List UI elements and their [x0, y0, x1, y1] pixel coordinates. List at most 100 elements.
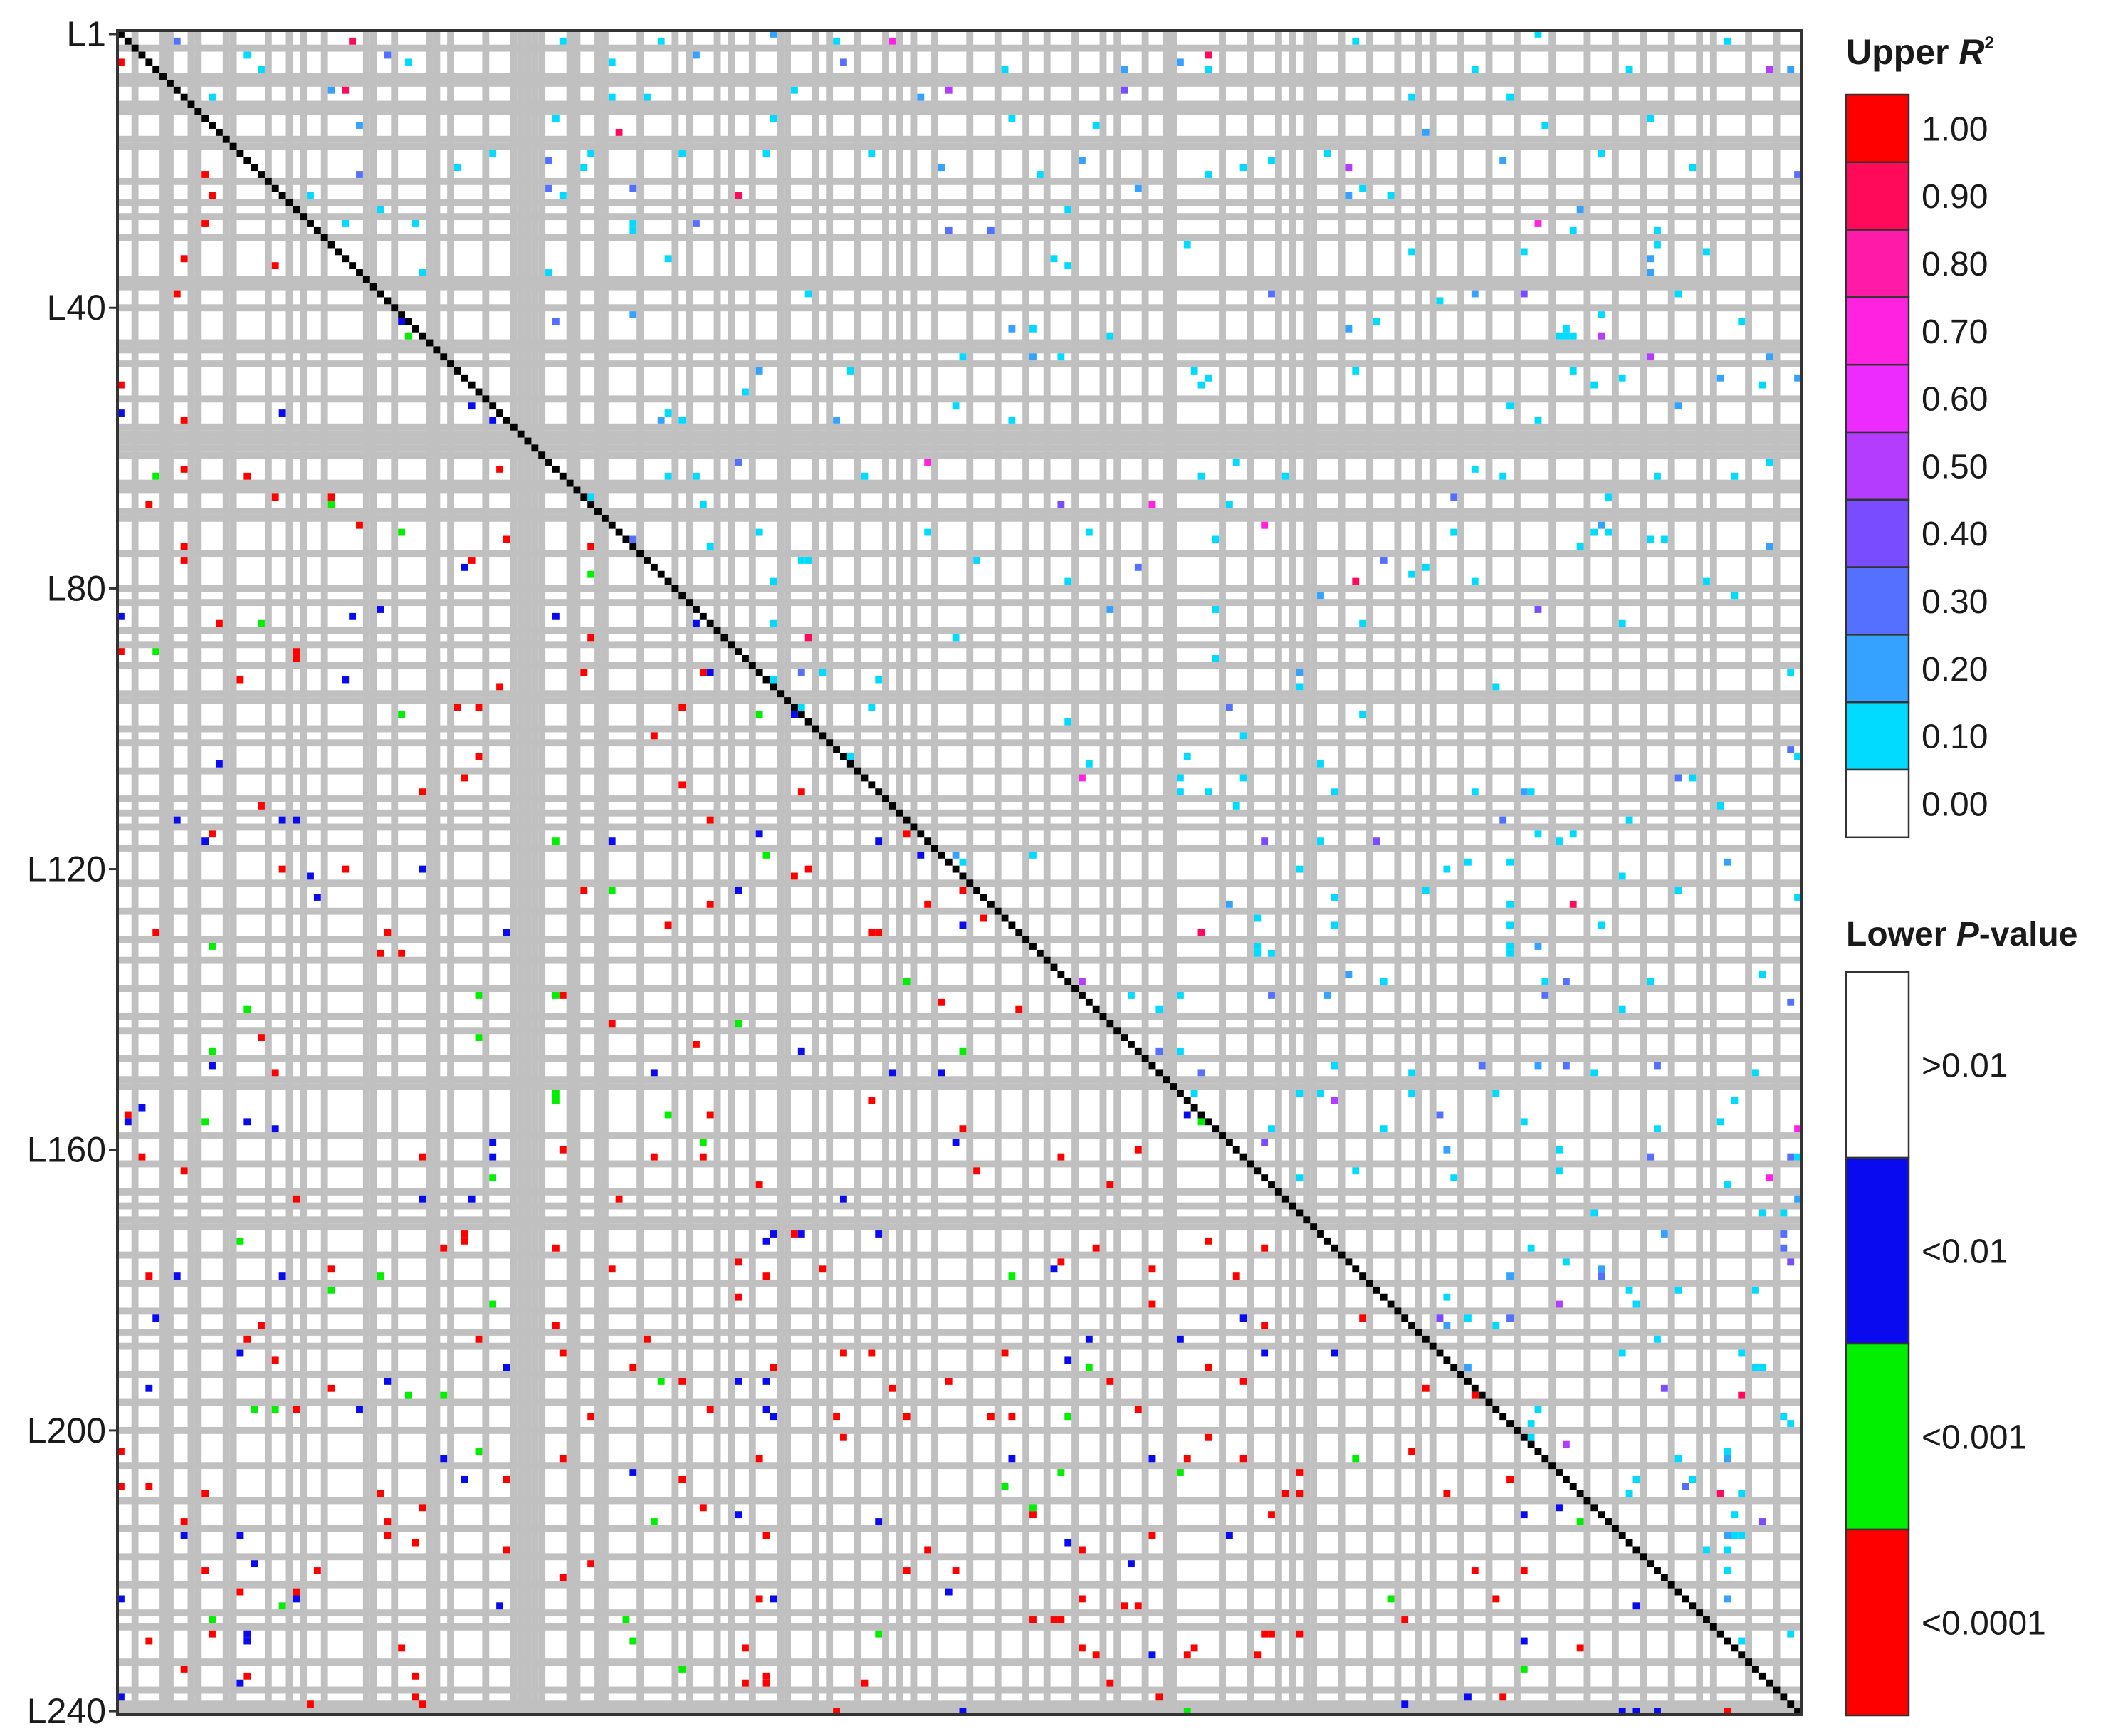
heatmap-cell [622, 1616, 630, 1623]
heatmap-cell [888, 37, 896, 45]
heatmap-cell [1556, 1300, 1563, 1308]
diagonal-cell [1317, 1230, 1324, 1238]
heatmap-cell [699, 669, 707, 676]
heatmap-cell [293, 1195, 300, 1203]
diagonal-cell [1429, 1342, 1437, 1350]
heatmap-cell [1057, 1153, 1065, 1161]
heatmap-cell [1422, 887, 1430, 894]
heatmap-cell [1408, 248, 1416, 256]
diagonal-cell [615, 528, 623, 536]
heatmap-cell [1064, 718, 1072, 726]
heatmap-cell [293, 655, 300, 662]
diagonal-cell [1219, 1132, 1226, 1139]
diagonal-cell [636, 550, 644, 558]
heatmap-cell [1752, 1286, 1759, 1294]
heatmap-cell [804, 865, 812, 873]
heatmap-cell [1079, 157, 1086, 164]
heatmap-cell [952, 402, 960, 410]
missing-col-band [159, 31, 167, 1715]
heatmap-cell [1205, 1364, 1212, 1371]
diagonal-cell [285, 199, 293, 206]
heatmap-cell [1618, 872, 1626, 880]
heatmap-cell [678, 704, 686, 711]
missing-col-band [166, 31, 174, 1715]
diagonal-cell [229, 142, 237, 150]
diagonal-cell [510, 423, 518, 431]
diagonal-cell [1043, 956, 1051, 964]
diagonal-cell [1261, 1174, 1269, 1182]
heatmap-cell [313, 894, 321, 901]
legend-upper-label: 0.50 [1922, 448, 1988, 486]
heatmap-cell [1443, 1293, 1451, 1301]
heatmap-cell [1064, 1356, 1072, 1364]
heatmap-cell [664, 472, 672, 480]
heatmap-cell [1331, 1097, 1338, 1104]
heatmap-cell [173, 816, 181, 824]
diagonal-cell [1724, 1637, 1731, 1645]
legend-upper-swatch [1845, 701, 1910, 771]
heatmap-cell [1506, 921, 1514, 929]
heatmap-cell [580, 669, 588, 676]
missing-col-band [1099, 31, 1107, 1715]
heatmap-cell [1085, 528, 1093, 536]
heatmap-cell [629, 184, 637, 192]
heatmap-cell [1212, 535, 1220, 543]
heatmap-cell [657, 1378, 665, 1385]
heatmap-cell [1331, 894, 1338, 901]
heatmap-cell [1148, 1651, 1156, 1659]
missing-row-band [117, 627, 1801, 634]
diagonal-cell [1050, 963, 1058, 971]
heatmap-cell [959, 353, 967, 361]
diagonal-cell [391, 304, 399, 312]
heatmap-cell [293, 1588, 300, 1596]
heatmap-cell [180, 1532, 188, 1539]
diagonal-cell [131, 44, 139, 52]
heatmap-cell [693, 220, 700, 227]
heatmap-cell [938, 998, 945, 1006]
diagonal-cell [1598, 1511, 1605, 1519]
heatmap-cell [706, 1406, 714, 1413]
diagonal-cell [784, 697, 791, 704]
heatmap-cell [1205, 51, 1212, 59]
missing-col-band [517, 31, 525, 1715]
diagonal-cell [482, 395, 490, 403]
heatmap-cell [945, 1378, 953, 1385]
heatmap-cell [1057, 1469, 1065, 1476]
heatmap-cell [1520, 1637, 1528, 1645]
diagonal-cell [559, 472, 567, 480]
missing-row-band [117, 108, 1801, 115]
heatmap-cell [552, 115, 560, 122]
heatmap-cell [1618, 374, 1626, 382]
heatmap-cell [770, 115, 777, 122]
heatmap-cell [258, 1322, 265, 1329]
heatmap-cell [1527, 1420, 1535, 1427]
heatmap-cell [1534, 1406, 1542, 1413]
heatmap-cell [1758, 971, 1766, 978]
diagonal-cell [1520, 1433, 1528, 1441]
heatmap-cell [1576, 1644, 1584, 1652]
heatmap-cell [384, 51, 392, 59]
heatmap-cell [1569, 367, 1577, 375]
heatmap-cell [868, 704, 876, 711]
heatmap-cell [145, 501, 153, 508]
heatmap-cell [1197, 929, 1205, 936]
heatmap-cell [657, 37, 665, 45]
heatmap-cell [1261, 1349, 1269, 1357]
diagonal-cell [1001, 914, 1009, 922]
heatmap-cell [1506, 858, 1514, 866]
diagonal-cell [1296, 1209, 1304, 1217]
heatmap-cell [1254, 1651, 1262, 1659]
diagonal-cell [503, 416, 510, 424]
heatmap-cell [412, 220, 419, 227]
heatmap-cell [307, 192, 314, 199]
heatmap-cells [117, 31, 1801, 1715]
heatmap-cell [1794, 894, 1801, 901]
heatmap-cell [1064, 206, 1072, 214]
heatmap-cell [1703, 577, 1710, 585]
heatmap-cell [1190, 367, 1198, 375]
heatmap-cell [1450, 493, 1458, 501]
heatmap-cell [945, 86, 953, 94]
heatmap-cell [706, 1111, 714, 1119]
heatmap-cell [1450, 528, 1458, 536]
legend-lower-swatch [1845, 1342, 1910, 1531]
